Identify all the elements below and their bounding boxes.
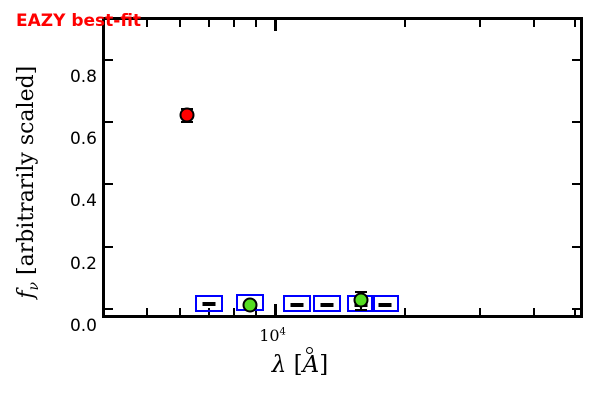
y-tick [105,121,113,124]
y-tick-label: 0.8 [69,67,97,88]
x-tick-minor [145,308,148,315]
model-photometry-square [282,295,311,313]
y-tick [572,183,580,186]
x-tick-minor [254,308,257,315]
y-tick [105,183,113,186]
x-tick-minor [479,20,482,27]
x-tick-minor [532,20,535,27]
model-photometry-square [370,295,399,313]
observed-photometry-green-errorbar-cap [354,290,367,293]
plot-axes-frame: 0.0 0.2 0.4 0.6 0.8 [70,17,583,336]
y-tick [572,245,580,248]
x-tick-minor [179,20,182,27]
y-tick [105,307,113,310]
model-photometry-square [313,295,342,313]
x-tick-minor [574,20,577,27]
x-tick-major [274,20,278,31]
y-tick-label: 0.6 [69,129,97,150]
y-tick-label: 0.2 [69,253,97,274]
x-tick-minor [403,20,406,27]
best-fit-spectrum-segment [378,303,392,308]
observed-photometry-red-marker[interactable] [179,107,195,123]
x-tick-minor [233,308,236,315]
observed-photometry-green-marker[interactable] [353,292,369,308]
y-axis-title: fν [arbitrarily scaled] [13,65,43,299]
x-tick-minor [532,308,535,315]
observed-photometry-green-errorbar-cap [354,309,367,312]
x-tick-major [274,304,278,315]
y-tick [572,307,580,310]
model-photometry-square [195,294,224,312]
best-fit-spectrum-segment [290,303,304,308]
observed-photometry-green-marker[interactable] [242,297,258,313]
x-tick-minor [233,20,236,27]
x-tick-minor [479,308,482,315]
x-tick-minor [208,20,211,27]
best-fit-spectrum-segment [202,301,216,306]
y-tick-label: 0.0 [69,315,97,336]
y-tick-label: 0.4 [69,191,97,212]
x-tick-minor [574,308,577,315]
x-axis-title: λ [A] [271,352,329,378]
y-tick [572,59,580,62]
best-fit-spectrum-segment [320,303,334,308]
x-tick-minor [145,20,148,27]
x-tick-minor [208,308,211,315]
y-tick [572,121,580,124]
x-tick-minor [403,308,406,315]
y-tick [105,245,113,248]
observed-photometry-red-errorbar-cap [180,121,193,124]
x-tick-minor [254,20,257,27]
annotation-eazy-best-fit: EAZY best-fit [16,11,142,31]
x-tick-label: 104 [259,326,286,345]
y-tick [105,59,113,62]
x-tick-minor [179,308,182,315]
